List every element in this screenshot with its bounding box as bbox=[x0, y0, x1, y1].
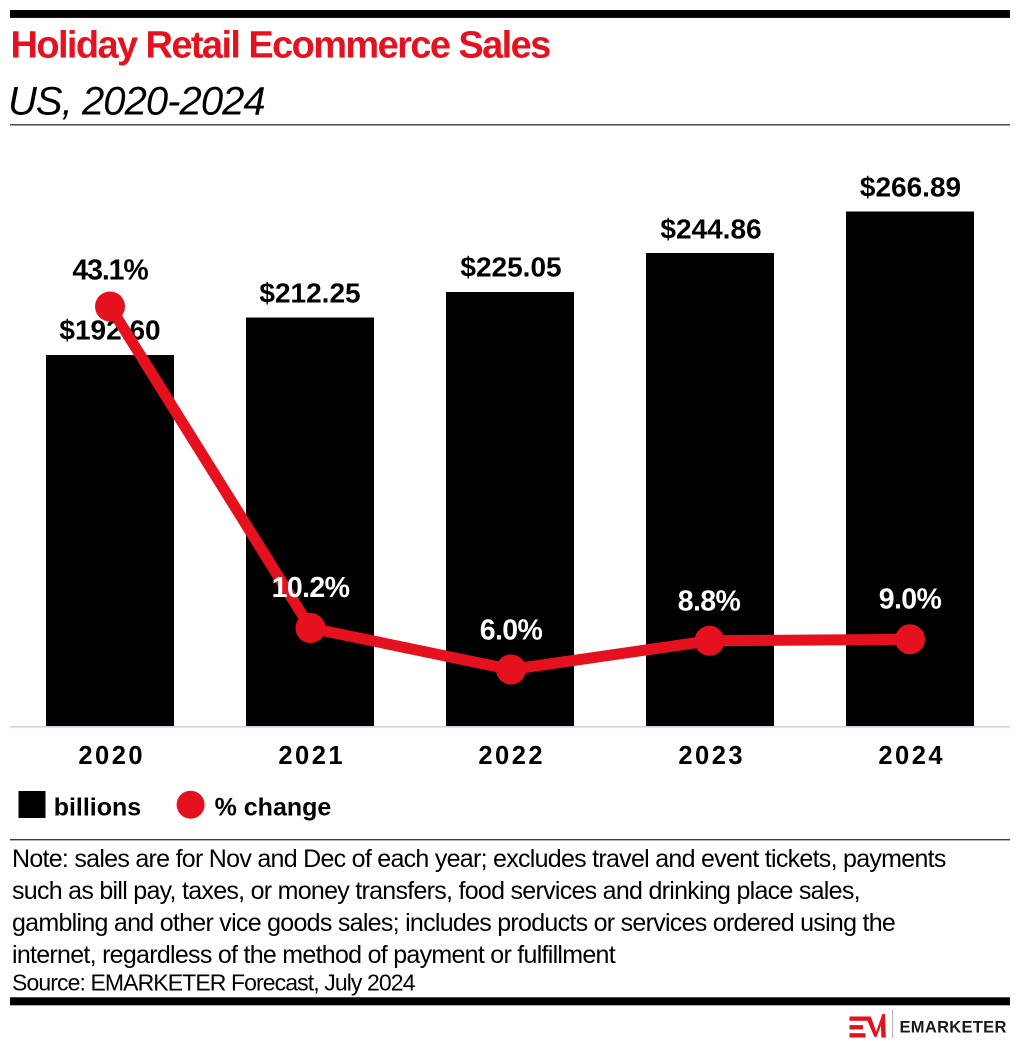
svg-text:Source: EMARKETER Forecast, Ju: Source: EMARKETER Forecast, July 2024 bbox=[12, 970, 416, 996]
svg-text:US, 2020-2024: US, 2020-2024 bbox=[8, 80, 265, 124]
svg-text:2020: 2020 bbox=[78, 742, 145, 770]
svg-text:$244.86: $244.86 bbox=[660, 213, 761, 244]
svg-text:2023: 2023 bbox=[678, 742, 745, 770]
svg-text:Note: sales are for Nov and De: Note: sales are for Nov and Dec of each … bbox=[12, 845, 946, 873]
svg-text:Holiday Retail Ecommerce Sales: Holiday Retail Ecommerce Sales bbox=[11, 25, 551, 67]
svg-text:gambling and other vice goods: gambling and other vice goods sales; inc… bbox=[12, 909, 895, 937]
svg-text:10.2%: 10.2% bbox=[272, 572, 350, 604]
svg-text:$266.89: $266.89 bbox=[860, 171, 961, 202]
svg-text:internet, regardless of the me: internet, regardless of the method of pa… bbox=[12, 941, 616, 969]
svg-text:% change: % change bbox=[215, 793, 332, 821]
svg-text:$225.05: $225.05 bbox=[460, 252, 561, 283]
svg-text:6.0%: 6.0% bbox=[480, 614, 543, 646]
svg-text:43.1%: 43.1% bbox=[72, 255, 148, 287]
svg-text:such as bill pay, taxes, or mo: such as bill pay, taxes, or money transf… bbox=[12, 877, 860, 905]
svg-text:2022: 2022 bbox=[478, 742, 545, 770]
svg-text:2021: 2021 bbox=[278, 742, 345, 770]
svg-text:9.0%: 9.0% bbox=[879, 584, 942, 616]
svg-text:billions: billions bbox=[54, 793, 142, 821]
svg-text:8.8%: 8.8% bbox=[678, 585, 741, 617]
svg-text:EMARKETER: EMARKETER bbox=[900, 1018, 1007, 1036]
svg-text:2024: 2024 bbox=[878, 742, 945, 770]
svg-text:$212.25: $212.25 bbox=[259, 278, 360, 309]
